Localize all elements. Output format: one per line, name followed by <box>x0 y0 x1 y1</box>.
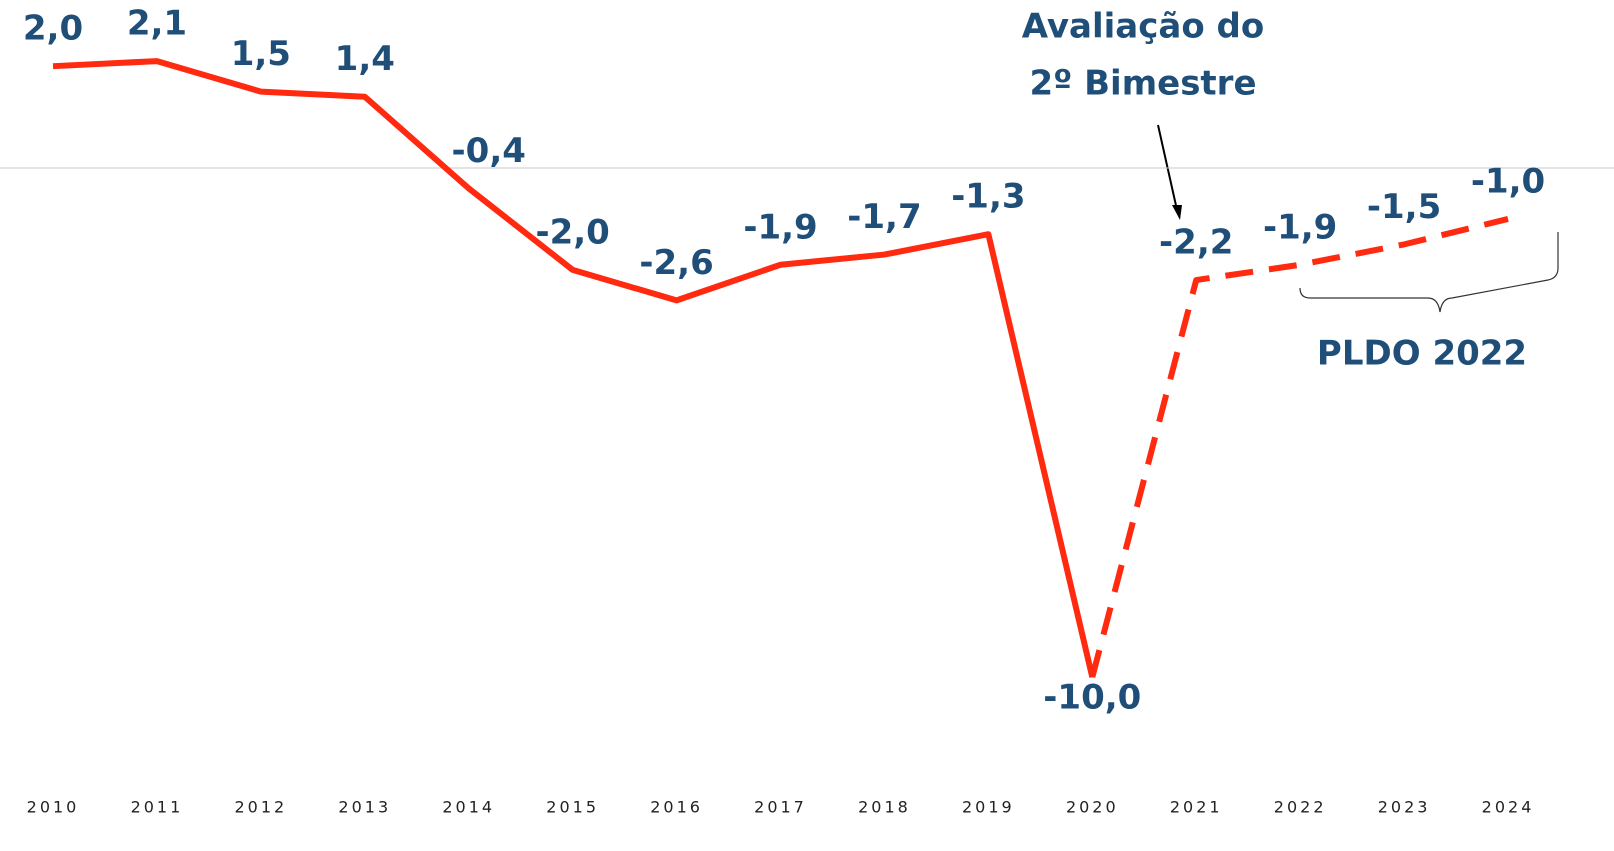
value-label: -1,5 <box>1367 187 1441 227</box>
x-tick-label: 2022 <box>1274 798 1327 817</box>
x-tick-label: 2019 <box>962 798 1015 817</box>
x-tick-label: 2018 <box>858 798 911 817</box>
x-tick-label: 2010 <box>27 798 80 817</box>
annotation: PLDO 2022 <box>1317 334 1527 374</box>
value-label: -1,0 <box>1471 161 1545 201</box>
x-tick-label: 2020 <box>1066 798 1119 817</box>
line-dashed <box>1089 216 1509 678</box>
arrow-head <box>1172 205 1182 220</box>
x-tick-label: 2021 <box>1170 798 1223 817</box>
x-tick-label: 2011 <box>131 798 184 817</box>
value-label: 2,0 <box>23 9 83 49</box>
value-label: -2,2 <box>1159 223 1233 263</box>
annotation: Avaliação do <box>1022 7 1264 47</box>
annotation: 2º Bimestre <box>1029 64 1256 104</box>
value-label: 1,4 <box>335 39 395 79</box>
value-label: -2,6 <box>639 243 713 283</box>
value-label: -1,7 <box>847 197 921 237</box>
value-label: 1,5 <box>231 34 291 74</box>
x-tick-label: 2015 <box>546 798 599 817</box>
x-tick-label: 2016 <box>650 798 703 817</box>
value-label: -1,9 <box>1263 207 1337 247</box>
arrow-shaft <box>1157 124 1178 211</box>
x-tick-label: 2014 <box>442 798 495 817</box>
value-label: 2,1 <box>127 4 187 44</box>
x-tick-label: 2013 <box>338 798 391 817</box>
line <box>52 58 1096 678</box>
value-label: -1,9 <box>743 207 817 247</box>
x-tick-label: 2012 <box>235 798 288 817</box>
value-label: -2,0 <box>535 212 609 252</box>
value-label: -0,4 <box>452 131 526 171</box>
x-tick-label: 2023 <box>1378 798 1431 817</box>
value-label: -1,3 <box>951 177 1025 217</box>
x-tick-label: 2017 <box>754 798 807 817</box>
x-tick-label: 2024 <box>1482 798 1535 817</box>
brace <box>1299 232 1559 313</box>
value-label: -10,0 <box>1043 678 1141 718</box>
